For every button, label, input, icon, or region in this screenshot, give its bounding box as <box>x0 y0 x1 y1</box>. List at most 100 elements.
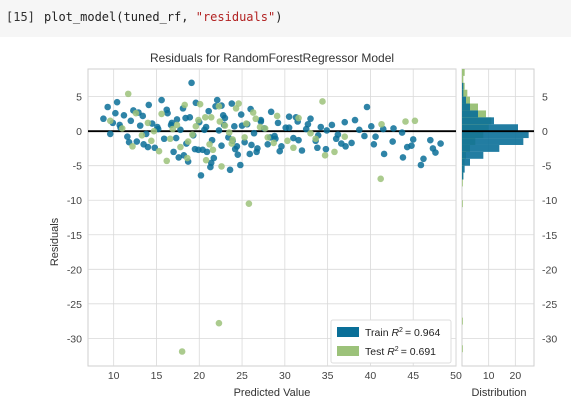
test-point <box>151 128 158 135</box>
code-close-paren: ) <box>275 10 282 24</box>
test-point <box>412 118 419 125</box>
test-point <box>125 91 132 98</box>
train-point <box>299 147 306 154</box>
test-point <box>218 163 225 170</box>
train-point <box>188 80 195 87</box>
test-point <box>148 138 155 145</box>
train-point <box>238 111 245 118</box>
train-point <box>114 99 121 106</box>
hist-bar-train <box>462 145 499 152</box>
hist-y-tick-label: -20 <box>542 264 557 276</box>
train-point <box>317 124 324 131</box>
test-point <box>331 149 338 156</box>
test-point <box>270 140 277 147</box>
train-point <box>361 133 368 140</box>
y-axis-label: Residuals <box>49 217 61 266</box>
test-point <box>156 148 163 155</box>
y-tick-label: -25 <box>67 299 82 311</box>
hist-bar-test <box>462 180 463 187</box>
x-tick-label: 15 <box>151 370 163 382</box>
train-point <box>356 126 363 133</box>
legend-test-label: Test R2 = 0.691 <box>365 346 436 358</box>
train-point <box>389 138 396 145</box>
train-point <box>268 109 275 116</box>
test-point <box>307 130 314 137</box>
hist-x-label: Distribution <box>471 387 526 399</box>
x-axis-label: Predicted Value <box>234 387 311 399</box>
train-point <box>161 135 168 142</box>
x-tick-label: 10 <box>108 370 120 382</box>
test-point <box>264 134 271 141</box>
train-point <box>418 162 425 169</box>
train-point <box>338 140 345 147</box>
train-point <box>237 162 244 169</box>
cell-code[interactable]: plot_model(tuned_rf, "residuals") <box>44 10 282 24</box>
test-point <box>229 136 236 143</box>
train-point <box>432 149 439 156</box>
train-point <box>404 144 411 151</box>
y-tick-label: -30 <box>67 333 82 345</box>
test-point <box>193 123 200 130</box>
train-point <box>305 121 312 128</box>
test-point <box>206 141 213 148</box>
test-point <box>312 135 319 142</box>
train-point <box>173 135 180 142</box>
test-point <box>226 129 233 136</box>
hist-bar-test <box>462 69 465 76</box>
chart-title: Residuals for RandomForestRegressor Mode… <box>150 51 394 65</box>
hist-bar-test <box>462 76 463 83</box>
test-point <box>184 155 191 162</box>
x-tick-label: 40 <box>365 370 377 382</box>
train-point <box>182 115 189 122</box>
test-point <box>322 152 329 159</box>
y-tick-label: 0 <box>76 126 82 138</box>
train-point <box>323 127 330 134</box>
train-point <box>104 104 111 111</box>
test-point <box>167 135 174 142</box>
notebook-cell[interactable]: [15] plot_model(tuned_rf, "residuals") <box>0 0 571 37</box>
hist-y-tick-label: -5 <box>542 161 551 173</box>
test-point <box>169 126 176 133</box>
train-point <box>170 149 177 156</box>
test-point <box>377 176 384 183</box>
train-point <box>216 127 223 134</box>
train-point <box>333 135 340 142</box>
train-point <box>314 144 321 151</box>
train-point <box>246 151 253 158</box>
hist-bar-train <box>462 166 465 173</box>
y-tick-label: -20 <box>67 264 82 276</box>
test-point <box>158 111 165 118</box>
train-point <box>352 117 359 124</box>
code-string-arg: "residuals" <box>196 10 275 24</box>
train-point <box>207 164 214 171</box>
train-point <box>214 97 221 104</box>
train-point <box>163 106 170 113</box>
hist-bar-train <box>462 97 466 104</box>
hist-y-tick-label: -10 <box>542 195 557 207</box>
test-point <box>197 101 204 108</box>
train-point <box>158 97 165 104</box>
hist-bar-train <box>462 124 518 131</box>
test-point <box>341 133 348 140</box>
test-point <box>252 115 259 122</box>
cell-prompt: [15] <box>6 10 35 24</box>
test-point <box>195 117 202 124</box>
test-point <box>290 144 297 151</box>
train-point <box>295 137 302 144</box>
train-point <box>427 137 434 144</box>
x-tick-label: 50 <box>450 370 462 382</box>
train-point <box>248 142 255 149</box>
test-point <box>203 157 210 164</box>
train-point <box>251 130 258 137</box>
test-point <box>179 348 186 355</box>
train-point <box>100 115 107 122</box>
train-point <box>437 140 444 147</box>
test-point <box>216 103 223 110</box>
x-tick-label: 35 <box>322 370 334 382</box>
test-point <box>119 125 126 132</box>
test-point <box>216 118 223 125</box>
train-point <box>329 122 336 129</box>
train-point <box>140 141 147 148</box>
hist-bar-train <box>462 104 470 111</box>
train-point <box>381 151 388 158</box>
